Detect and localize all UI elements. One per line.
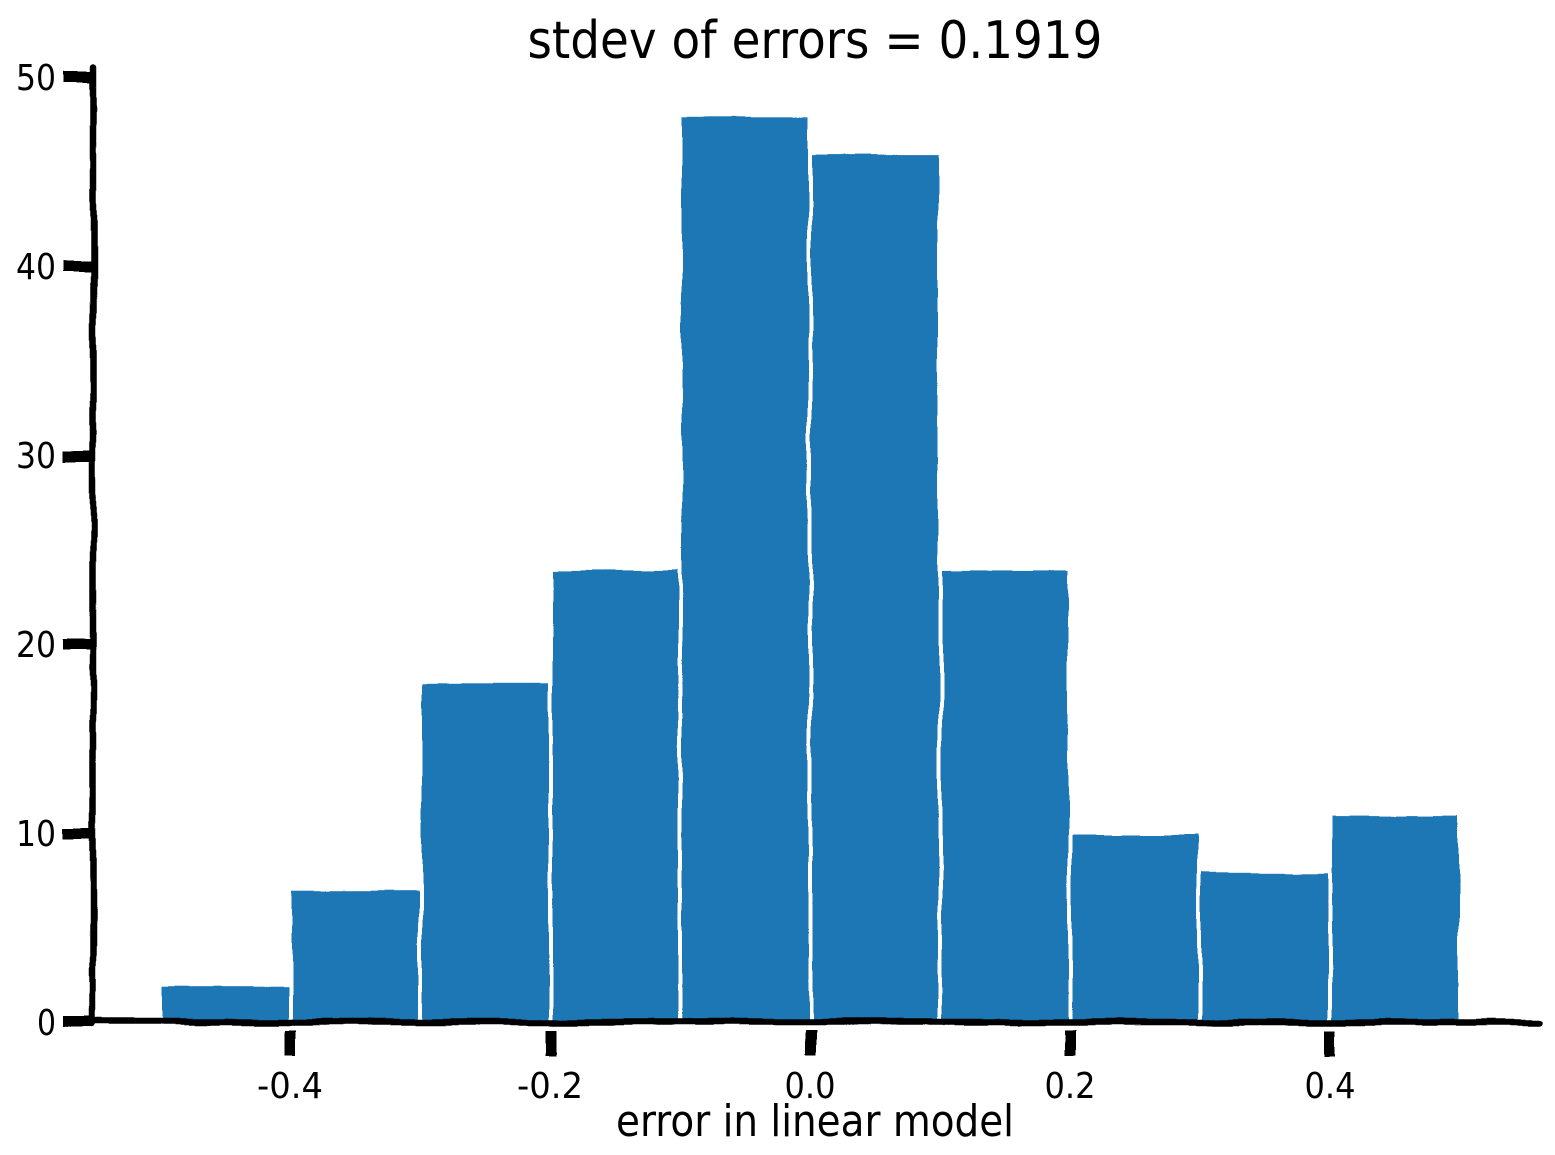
y-tick-labels: 0 10 20 30 40 50	[16, 58, 56, 1044]
histogram-bar	[938, 566, 1072, 1025]
x-tick-label: 0.4	[1305, 1066, 1356, 1107]
y-tick-label: 0	[37, 1003, 56, 1044]
x-tick-label: -0.4	[257, 1066, 323, 1107]
x-tick-label: 0.2	[1045, 1066, 1096, 1107]
x-tick-labels: -0.4 -0.2 0.0 0.2 0.4	[257, 1066, 1356, 1107]
y-tick-label: 10	[16, 814, 56, 855]
histogram-bar	[1198, 868, 1332, 1024]
y-tick-label: 30	[16, 436, 56, 477]
x-axis-label: error in linear model	[616, 1096, 1014, 1147]
y-tick-label: 50	[16, 58, 56, 99]
chart-title: stdev of errors = 0.1919	[528, 11, 1103, 71]
histogram-bars	[158, 112, 1462, 1025]
histogram-bar	[1068, 831, 1202, 1024]
x-tick-label: 0.0	[785, 1066, 836, 1107]
axes	[63, 63, 1542, 1056]
x-tick-label: -0.2	[517, 1066, 583, 1107]
histogram-bar	[288, 887, 422, 1025]
y-tick-label: 40	[16, 247, 56, 288]
y-tick-label: 20	[16, 625, 56, 666]
histogram-bar	[1328, 812, 1462, 1024]
histogram-bar	[548, 566, 682, 1025]
histogram-bar	[418, 679, 552, 1024]
histogram-bar	[158, 982, 292, 1025]
histogram-bar	[808, 150, 942, 1025]
histogram-bar	[678, 112, 812, 1025]
